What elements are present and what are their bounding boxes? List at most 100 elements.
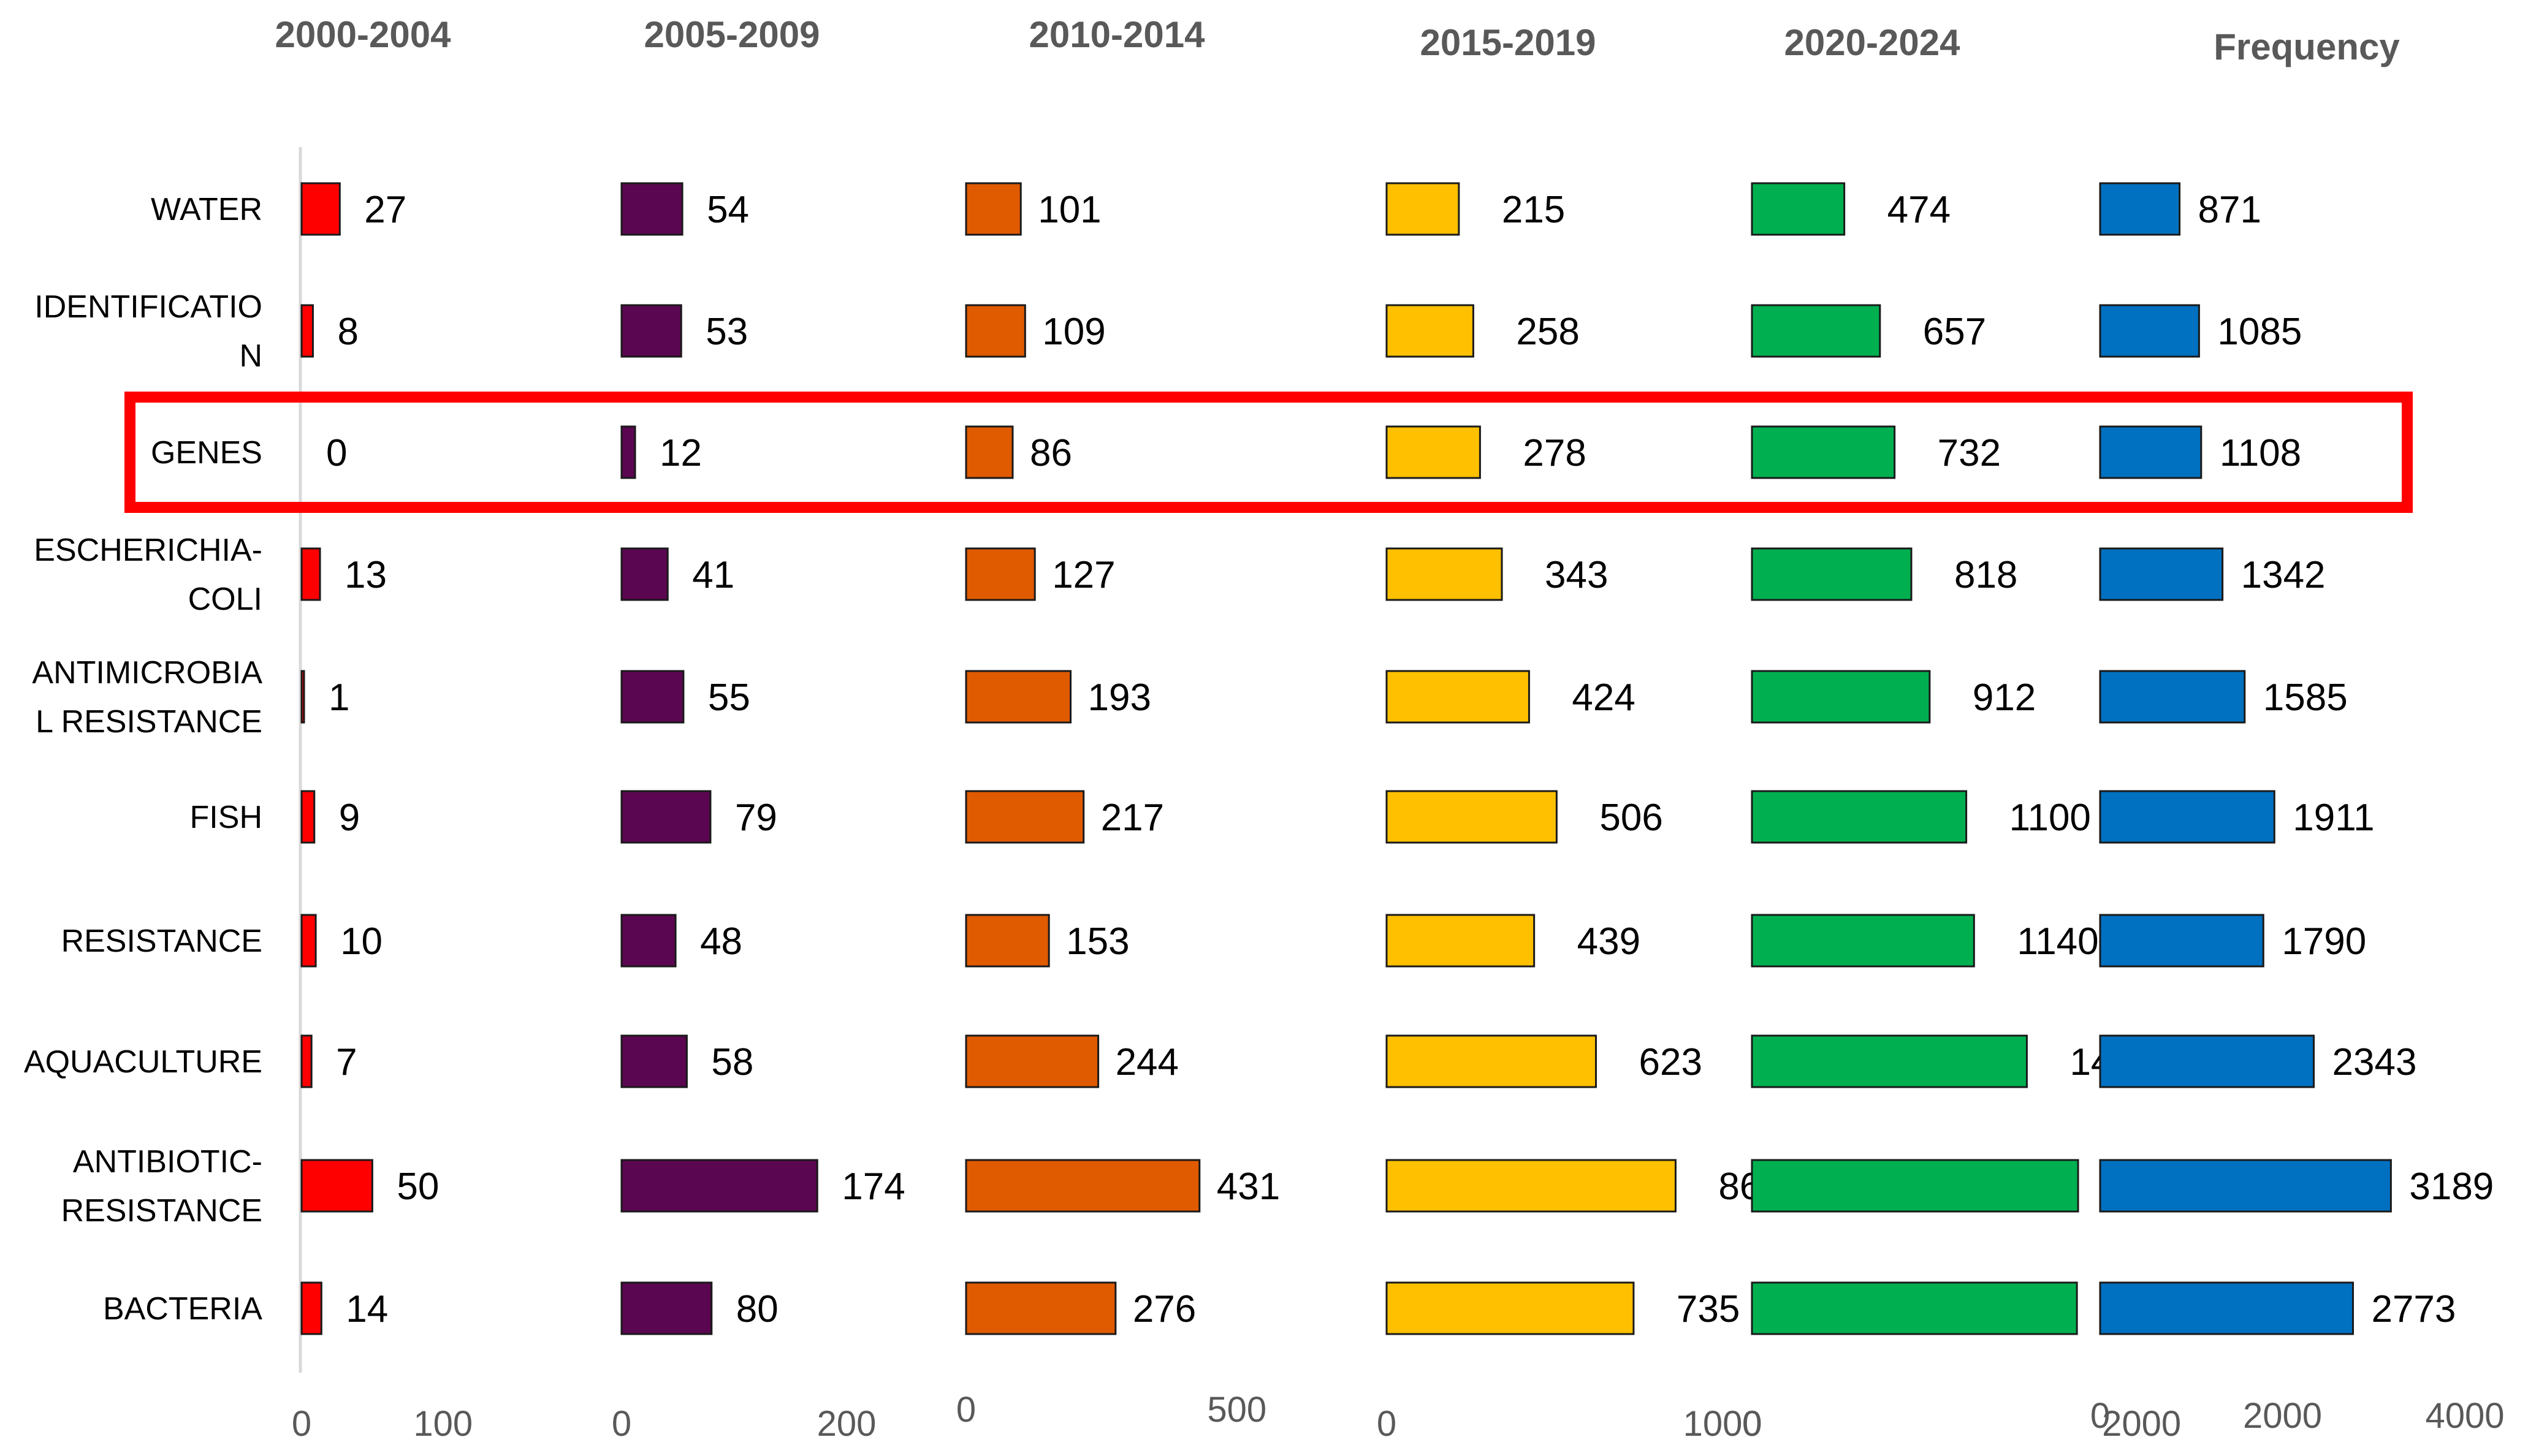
- data-label: 217: [1101, 797, 1164, 839]
- bar: [1385, 1281, 1635, 1335]
- data-label: 153: [1066, 920, 1129, 963]
- bar: [1751, 182, 1846, 236]
- bar: [300, 182, 341, 236]
- bar: [1385, 914, 1536, 968]
- highlight-box: [124, 392, 2413, 513]
- data-label: 8: [337, 311, 358, 353]
- data-label: 244: [1116, 1041, 1179, 1083]
- data-label: 58: [711, 1041, 753, 1083]
- category-label: RESISTANCE: [61, 923, 262, 959]
- panel-title: 2020-2024: [1784, 22, 1961, 63]
- bar: [2099, 182, 2181, 236]
- bar: [965, 547, 1036, 601]
- data-label: 623: [1639, 1041, 1702, 1083]
- data-label: 7: [336, 1041, 357, 1083]
- bar: [620, 914, 677, 968]
- data-label: 2343: [2332, 1041, 2417, 1083]
- category-label: ANTIBIOTIC-: [73, 1144, 262, 1180]
- tick-label: 0: [956, 1390, 976, 1430]
- bar: [300, 547, 321, 601]
- data-label: 53: [706, 311, 748, 353]
- tick-label: 200: [817, 1404, 877, 1444]
- bar: [620, 1159, 818, 1213]
- data-label: 54: [707, 189, 749, 231]
- bar: [300, 914, 317, 968]
- tick-label: 0: [1742, 1404, 1762, 1444]
- tick-label: 0: [292, 1404, 311, 1444]
- data-label: 48: [700, 920, 742, 963]
- data-label: 86: [1030, 432, 1072, 474]
- bar: [1751, 1034, 2028, 1088]
- category-label: AQUACULTURE: [24, 1044, 262, 1080]
- bar: [300, 1159, 373, 1213]
- bar: [1751, 914, 1975, 968]
- data-label: 55: [708, 677, 750, 719]
- data-label: 10: [340, 920, 383, 963]
- bar: [1751, 1281, 2078, 1335]
- bar: [300, 790, 316, 844]
- bar: [1751, 547, 1913, 601]
- data-label: 818: [1954, 554, 2017, 596]
- data-label: 1342: [2241, 554, 2326, 596]
- bar: [1385, 304, 1474, 358]
- bar: [1385, 425, 1481, 479]
- bar: [965, 790, 1085, 844]
- data-label: 215: [1502, 189, 1565, 231]
- bar: [1385, 182, 1460, 236]
- category-label: FISH: [190, 800, 262, 835]
- tick-label: 1000: [1683, 1404, 1762, 1444]
- data-label: 732: [1938, 432, 2001, 474]
- category-label: RESISTANCE: [61, 1193, 262, 1229]
- data-label: 127: [1052, 554, 1115, 596]
- bar: [620, 547, 669, 601]
- data-label: 1911: [2293, 797, 2374, 839]
- bar: [965, 1281, 1117, 1335]
- data-label: 79: [735, 797, 777, 839]
- bar: [1751, 425, 1896, 479]
- panel-title: 2005-2009: [644, 14, 820, 55]
- category-label: BACTERIA: [103, 1291, 262, 1327]
- data-label: 657: [1923, 311, 1986, 353]
- data-label: 474: [1887, 189, 1951, 231]
- data-label: 431: [1217, 1166, 1280, 1208]
- data-label: 439: [1577, 920, 1640, 963]
- data-label: 14: [346, 1288, 388, 1330]
- data-label: 1585: [2263, 677, 2348, 719]
- tick-label: 2000: [2102, 1404, 2181, 1444]
- bar: [2099, 670, 2246, 724]
- data-label: 1085: [2217, 311, 2302, 353]
- bar: [300, 1034, 313, 1088]
- data-label: 912: [1973, 677, 2036, 719]
- tick-label: 100: [413, 1404, 473, 1444]
- bar: [965, 182, 1022, 236]
- bar: [965, 670, 1072, 724]
- data-label: 3189: [2409, 1166, 2494, 1208]
- bar: [620, 670, 685, 724]
- bar: [1751, 304, 1881, 358]
- panel: 54 53 12 41 55 79 48 58 174 80 0 200: [612, 182, 905, 1444]
- panel-title: 2015-2019: [1420, 22, 1596, 63]
- data-label: 1140: [2017, 920, 2098, 963]
- panel-titles: 2000-2004 2005-2009 2010-2014 2015-2019 2020…: [275, 14, 2400, 67]
- data-label: 101: [1038, 189, 1101, 231]
- data-label: 424: [1572, 677, 1635, 719]
- data-label: 1: [329, 677, 349, 719]
- data-label: 27: [364, 189, 406, 231]
- bar: [1751, 790, 1968, 844]
- bar: [620, 790, 712, 844]
- data-label: 12: [660, 432, 702, 474]
- bar: [620, 182, 683, 236]
- data-label: 343: [1545, 554, 1608, 596]
- panel-title: 2010-2014: [1029, 14, 1206, 55]
- category-label: ESCHERICHIA-: [34, 533, 262, 568]
- tick-label: 500: [1207, 1390, 1266, 1430]
- tick-label: 4000: [2425, 1396, 2504, 1436]
- data-label: 193: [1088, 677, 1151, 719]
- tick-label: 0: [612, 1404, 631, 1444]
- bar: [300, 1281, 322, 1335]
- panel: 27 8 0 13 1 9 10 7 50 14 0 100: [292, 182, 473, 1444]
- bar: [2099, 1034, 2315, 1088]
